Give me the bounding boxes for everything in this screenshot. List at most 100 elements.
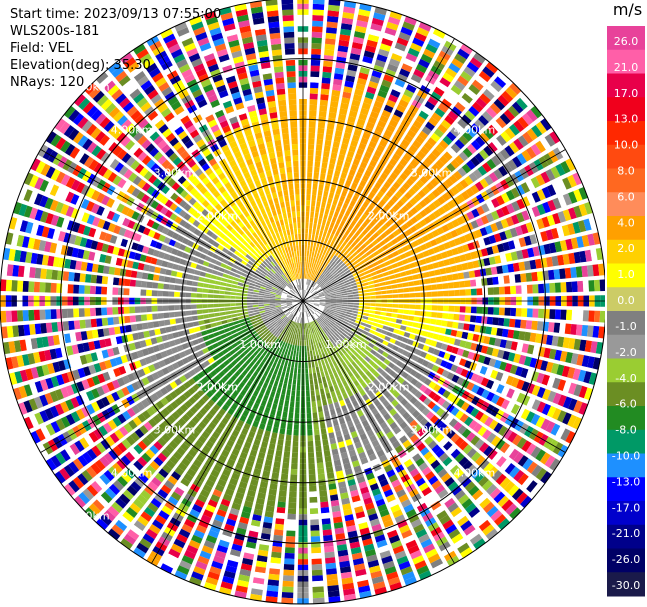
ppi-gate (374, 243, 382, 250)
ppi-gate (487, 449, 498, 460)
ppi-gate (388, 233, 395, 240)
ppi-gate (359, 161, 368, 169)
ppi-gate (546, 334, 554, 346)
ppi-gate (318, 305, 325, 309)
ppi-gate (466, 464, 477, 475)
ppi-gate (504, 463, 516, 475)
ppi-gate (493, 359, 502, 369)
ppi-gate (443, 259, 451, 266)
ppi-gate (273, 529, 284, 536)
ppi-gate (497, 72, 510, 84)
ppi-gate (511, 101, 524, 114)
ppi-gate (309, 87, 319, 94)
ppi-gate (464, 252, 472, 261)
ppi-gate (324, 551, 335, 559)
ppi-gate (314, 301, 320, 303)
ppi-gate (322, 287, 329, 292)
ppi-gate (310, 256, 314, 263)
ppi-gate (309, 350, 313, 357)
ppi-gate (320, 501, 329, 508)
ppi-gate (315, 451, 323, 458)
ppi-gate (525, 222, 534, 233)
ppi-gate (496, 328, 504, 337)
ppi-gate (313, 283, 318, 289)
ppi-gate (488, 337, 496, 346)
ppi-gate (475, 315, 482, 324)
ppi-gate (319, 273, 324, 279)
ppi-gate (342, 304, 348, 307)
ppi-gate (430, 414, 439, 424)
ppi-gate (387, 294, 393, 299)
ppi-gate (402, 21, 415, 31)
ppi-gate (486, 346, 494, 356)
ppi-gate (376, 190, 385, 199)
ppi-gate (318, 411, 324, 418)
ppi-gate (311, 262, 314, 269)
ppi-gate (285, 394, 290, 401)
ppi-gate (306, 305, 311, 310)
ppi-gate (381, 329, 388, 335)
ppi-gate (430, 239, 438, 247)
ppi-gate (428, 202, 437, 212)
ppi-gate (252, 294, 259, 298)
ppi-gate (344, 269, 351, 275)
ppi-gate (403, 168, 412, 177)
ppi-gate (385, 316, 392, 322)
ppi-gate (565, 158, 576, 172)
ppi-gate (371, 105, 382, 114)
ppi-gate (323, 319, 329, 324)
ppi-gate (40, 323, 47, 334)
ppi-gate (324, 410, 330, 417)
ppi-gate (276, 410, 282, 417)
ppi-gate (358, 325, 365, 330)
ppi-gate (548, 242, 557, 254)
ppi-gate (324, 546, 335, 553)
ppi-gate (347, 205, 354, 212)
ppi-gate (434, 107, 446, 118)
ppi-gate (554, 282, 561, 293)
ppi-gate (549, 131, 561, 144)
ppi-gate (11, 280, 18, 292)
ppi-gate (307, 155, 314, 162)
ppi-gate (444, 414, 454, 424)
ppi-gate (364, 356, 371, 363)
ppi-gate (381, 79, 392, 88)
ppi-gate (376, 235, 383, 243)
ppi-gate (535, 333, 542, 344)
ppi-gate (437, 103, 449, 113)
ppi-gate (344, 243, 350, 250)
ppi-gate (294, 367, 298, 374)
ppi-gate (164, 319, 171, 326)
ppi-gate (275, 375, 281, 382)
ppi-gate (295, 396, 300, 402)
ppi-gate (464, 233, 472, 242)
ppi-gate (486, 246, 494, 256)
ppi-gate (526, 480, 538, 493)
ppi-gate (507, 263, 515, 273)
ppi-gate (447, 89, 459, 100)
ppi-gate (474, 269, 481, 278)
ppi-gate (428, 116, 439, 127)
ppi-gate (342, 12, 355, 20)
ppi-gate (315, 278, 320, 284)
ppi-gate (468, 172, 478, 183)
ppi-gate (258, 304, 264, 307)
ppi-gate (321, 312, 327, 317)
ppi-gate (73, 284, 80, 294)
ppi-gate (540, 471, 552, 484)
ppi-gate (229, 325, 236, 331)
ppi-gate (430, 355, 438, 363)
ppi-gate (316, 462, 324, 469)
ppi-gate (566, 281, 573, 293)
ppi-gate (573, 384, 583, 397)
ppi-gate (430, 178, 439, 188)
ppi-gate (486, 84, 499, 97)
ppi-gate (416, 237, 425, 245)
ppi-gate (375, 291, 382, 295)
ppi-gate (476, 205, 485, 216)
ppi-gate (442, 135, 453, 146)
ppi-gate (341, 308, 348, 312)
ppi-gate (404, 251, 412, 258)
ppi-gate (483, 356, 491, 366)
ppi-gate (383, 129, 393, 138)
